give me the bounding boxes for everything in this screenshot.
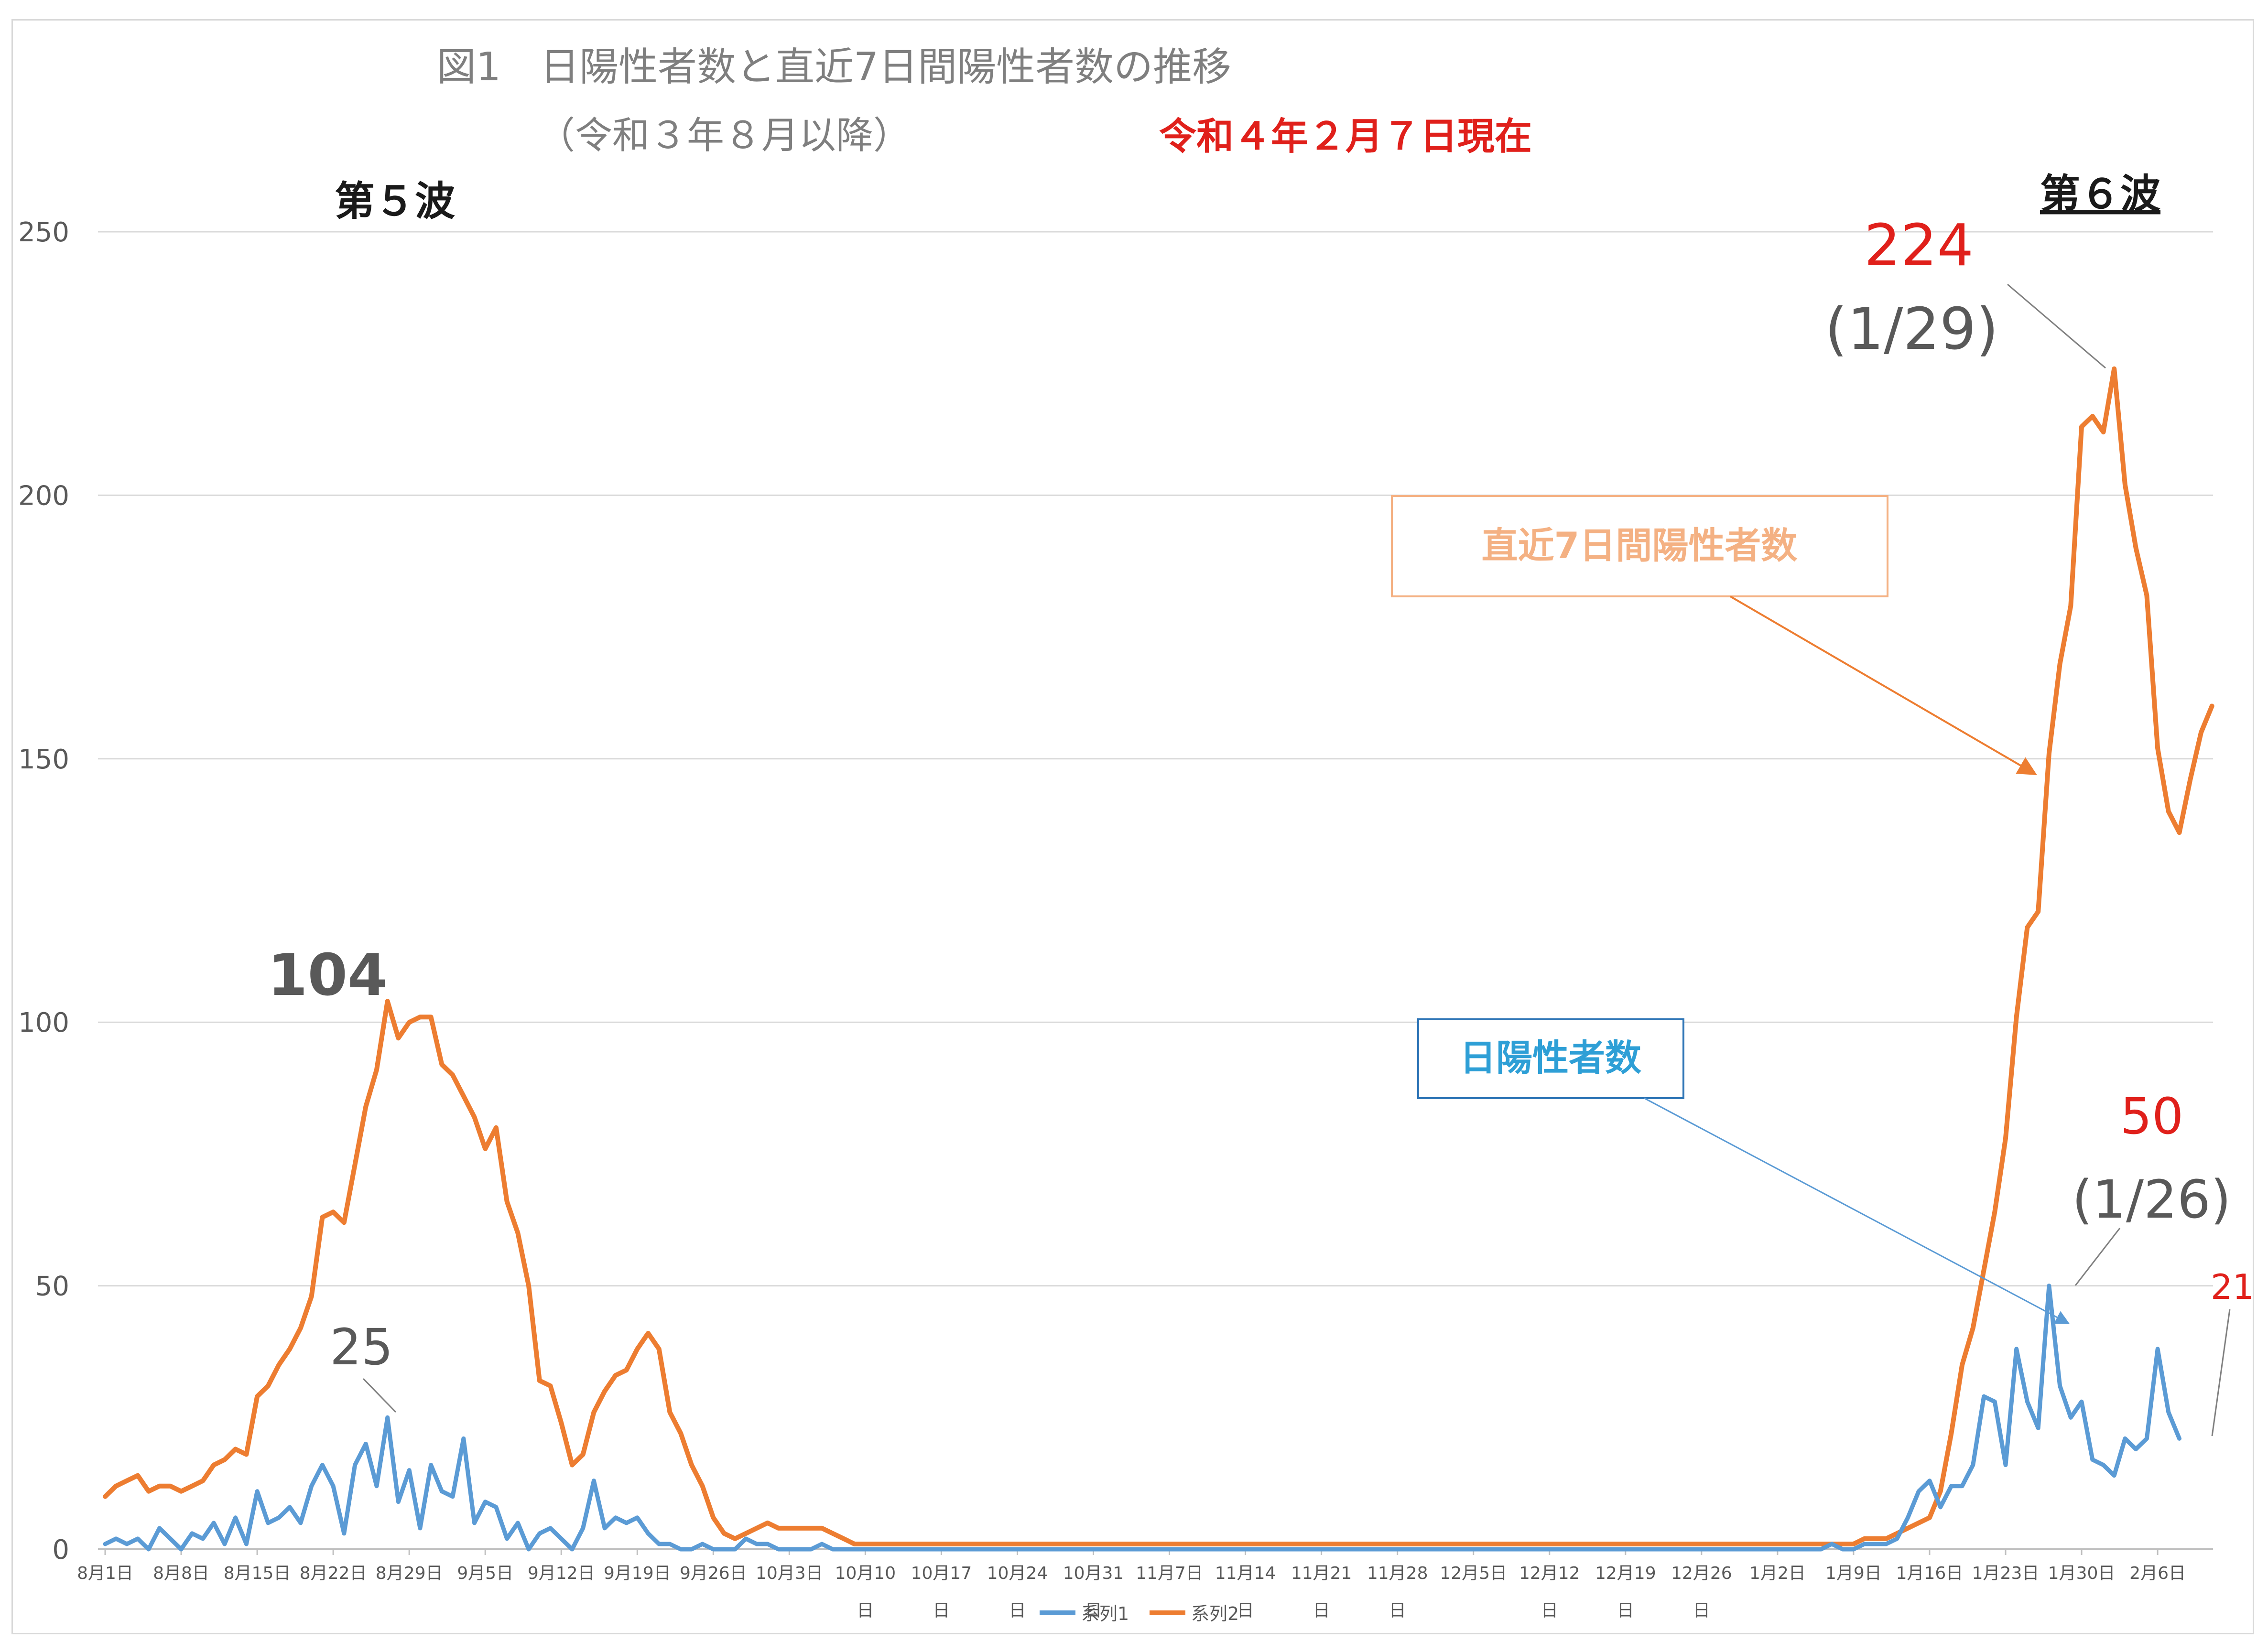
- x-tick-label: 11月7日: [1136, 1564, 1203, 1583]
- y-tick-label: 200: [18, 480, 69, 511]
- weekly-callout-arrow: [1729, 595, 2037, 776]
- x-tick-label: 1月2日: [1749, 1564, 1806, 1583]
- x-tick-label: 11月14 日: [1215, 1564, 1276, 1620]
- peak6-weekly-label: 224: [1864, 213, 1974, 279]
- x-tick-label: 8月22日: [300, 1564, 367, 1583]
- x-tick-label: 9月26日: [680, 1564, 747, 1583]
- x-tick-label: 10月24 日: [987, 1564, 1048, 1620]
- peak6-weekly-date: (1/29): [1825, 296, 1998, 363]
- x-tick-label: 1月16日: [1896, 1564, 1964, 1583]
- x-tick-label: 1月9日: [1825, 1564, 1882, 1583]
- x-axis: 8月1日 8月8日 8月15日 8月22日 8月29日 9月5日 9月12日 9月19日 9月2…: [77, 1549, 2186, 1620]
- series-line-系列2: [103, 366, 2214, 1546]
- daily-callout-box: [1417, 1018, 1684, 1099]
- series-lines: [103, 366, 2214, 1552]
- x-tick-label: 8月29日: [376, 1564, 443, 1583]
- series-line-系列1: [103, 1284, 2181, 1552]
- y-tick-label: 250: [18, 217, 69, 248]
- peak5-daily-leader: [362, 1378, 397, 1413]
- x-tick-label: 1月30日: [2048, 1564, 2116, 1583]
- x-tick-label: 10月17 日: [911, 1564, 972, 1620]
- peak5-weekly-label: 104: [268, 942, 388, 1009]
- peak5-daily-label: 25: [330, 1318, 393, 1376]
- legend-label-series1: 系列1: [1081, 1603, 1129, 1624]
- x-tick-label: 12月19 日: [1595, 1564, 1656, 1620]
- x-tick-label: 9月12日: [528, 1564, 595, 1583]
- x-tick-label: 11月28 日: [1367, 1564, 1428, 1620]
- daily-callout-label: 日陽性者数: [1460, 1037, 1641, 1079]
- peak6-daily-leader: [2074, 1228, 2121, 1286]
- x-tick-label: 1月23日: [1972, 1564, 2040, 1583]
- y-tick-label: 50: [35, 1271, 69, 1302]
- y-axis: 0 50 100 150 200 250: [18, 217, 69, 1566]
- daily-callout: 日陽性者数: [1417, 1018, 2070, 1324]
- peak6-daily-date: (1/26): [2072, 1169, 2231, 1230]
- wave6-label: 第６波: [2040, 171, 2160, 217]
- legend-label-series2: 系列2: [1191, 1603, 1239, 1624]
- x-tick-label: 9月19日: [604, 1564, 671, 1583]
- weekly-callout: 直近7日間陽性者数: [1391, 495, 2037, 776]
- last-daily-leader: [2211, 1309, 2231, 1436]
- x-tick-label: 12月26 日: [1671, 1564, 1732, 1620]
- y-tick-label: 150: [18, 744, 69, 775]
- y-tick-label: 0: [52, 1534, 69, 1566]
- x-tick-label: 8月15日: [224, 1564, 291, 1583]
- x-tick-label: 12月5日: [1440, 1564, 1507, 1583]
- x-tick-label: 2月6日: [2129, 1564, 2186, 1583]
- y-tick-label: 100: [18, 1007, 69, 1038]
- weekly-callout-label: 直近7日間陽性者数: [1482, 524, 1798, 567]
- date-note: 令和４年２月７日現在: [1159, 115, 1532, 158]
- x-tick-label: 12月12 日: [1519, 1564, 1580, 1620]
- weekly-callout-box: [1391, 495, 1888, 597]
- chart-title: 図1 日陽性者数と直近7日間陽性者数の推移: [437, 44, 1231, 90]
- x-tick-label: 8月8日: [153, 1564, 209, 1583]
- chart-subtitle: （令和３年８月以降）: [538, 114, 911, 157]
- last-daily-label: 21: [2211, 1267, 2255, 1307]
- wave5-label: 第５波: [335, 178, 455, 225]
- x-tick-label: 10月3日: [756, 1564, 823, 1583]
- x-tick-label: 11月21 日: [1291, 1564, 1352, 1620]
- daily-callout-arrow: [1644, 1097, 2070, 1324]
- legend: 系列1 系列2: [1040, 1603, 1239, 1624]
- x-tick-label: 9月5日: [457, 1564, 513, 1583]
- chart-frame: [11, 19, 2254, 1634]
- x-tick-label: 10月10 日: [835, 1564, 896, 1620]
- peak6-weekly-leader: [2007, 283, 2106, 369]
- x-tick-label: 10月31 日: [1063, 1564, 1124, 1620]
- x-tick-label: 8月1日: [77, 1564, 133, 1583]
- peak6-daily-label: 50: [2120, 1087, 2183, 1145]
- gridlines: [98, 231, 2213, 1550]
